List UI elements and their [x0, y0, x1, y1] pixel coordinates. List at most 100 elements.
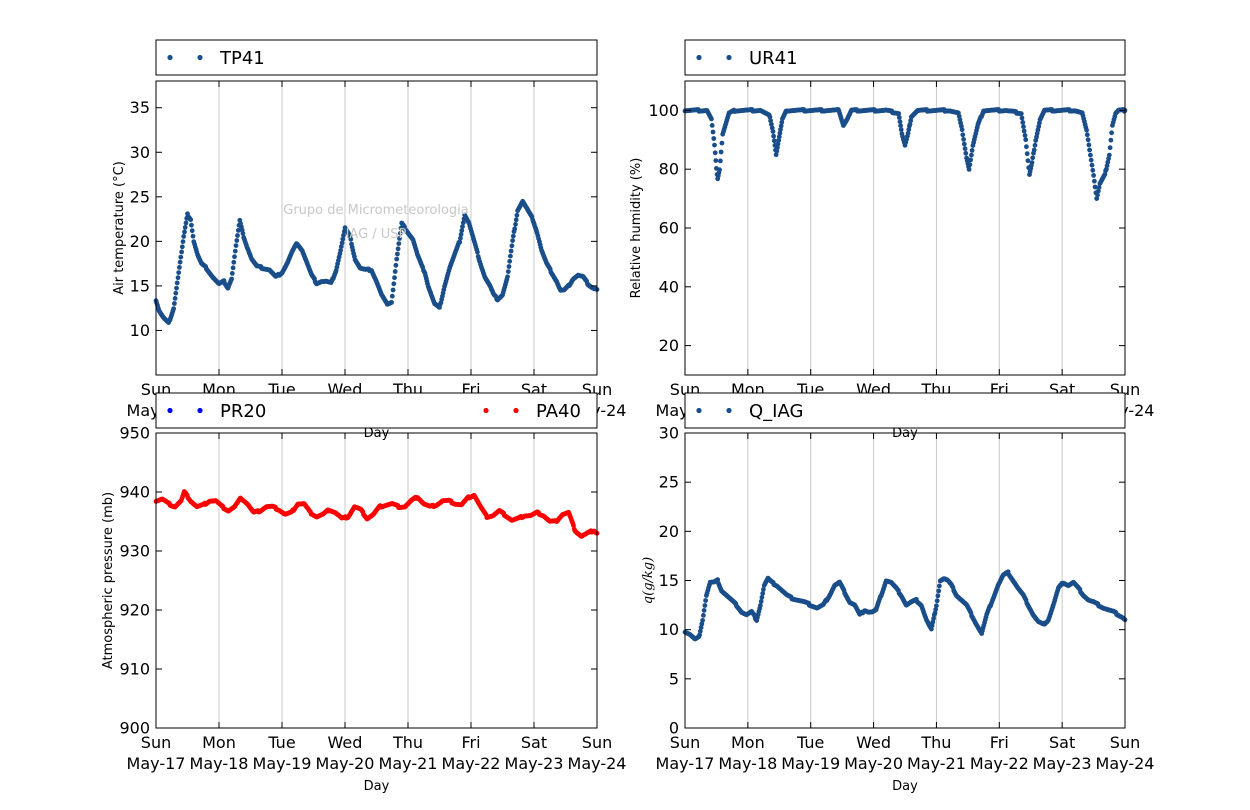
- legend-entry: PR20: [167, 401, 266, 422]
- data-point: [962, 146, 968, 152]
- data-point: [475, 249, 480, 255]
- data-point: [930, 619, 936, 625]
- data-point: [189, 222, 194, 228]
- x-tick-label-date: May-20: [316, 754, 375, 773]
- y-tick-label: 920: [119, 601, 150, 620]
- atmospheric-pressure-panel: 900 910 920 930 940 950 Sun May-17 Mon May-18 Tue M…: [101, 392, 626, 794]
- series-tp41: [153, 198, 600, 325]
- data-point: [773, 152, 779, 158]
- data-point: [229, 271, 235, 276]
- y-tick-label: 900: [119, 719, 150, 738]
- data-point: [235, 228, 241, 233]
- legend-marker: [197, 54, 203, 61]
- data-point: [961, 141, 967, 147]
- data-point: [760, 591, 766, 596]
- legend-label: UR41: [749, 48, 798, 69]
- data-point: [457, 239, 463, 245]
- data-point: [934, 603, 939, 609]
- data-point: [719, 140, 725, 146]
- data-point: [718, 149, 724, 155]
- data-point: [1090, 167, 1096, 173]
- data-point: [393, 262, 399, 268]
- data-point: [769, 125, 775, 131]
- data-point: [715, 577, 721, 583]
- data-point: [1023, 137, 1029, 143]
- x-tick-label-date: May-19: [781, 754, 840, 773]
- data-point: [338, 244, 344, 250]
- data-point: [758, 603, 763, 608]
- x-tick-label-date: May-19: [253, 754, 312, 773]
- y-axis-label: q(g/kg): [641, 557, 656, 604]
- data-point: [969, 152, 974, 158]
- data-point: [961, 137, 966, 142]
- data-point: [759, 595, 765, 600]
- y-tick-label: 5: [669, 669, 679, 688]
- x-tick-label-date: May-18: [718, 754, 777, 773]
- data-point: [1086, 142, 1092, 148]
- data-point: [908, 118, 914, 123]
- data-point: [969, 148, 975, 153]
- data-point: [389, 293, 395, 299]
- y-tick-label: 10: [659, 620, 679, 639]
- data-point: [460, 224, 465, 230]
- data-point: [510, 238, 515, 244]
- data-point: [505, 274, 510, 280]
- data-point: [697, 628, 703, 634]
- x-tick-label-day: Thu: [920, 733, 951, 752]
- data-point: [775, 145, 780, 150]
- y-tick-label: 10: [130, 321, 150, 340]
- data-point: [697, 632, 702, 638]
- data-point: [709, 123, 715, 128]
- data-point: [778, 123, 784, 129]
- data-point: [176, 270, 182, 275]
- data-point: [507, 258, 513, 264]
- data-point: [396, 241, 402, 247]
- legend-marker: [513, 407, 519, 414]
- specific-humidity-panel: 0 5 10 15 20 25 30 Sun May-17 Mon May-18 Tue May-19 W…: [641, 392, 1155, 794]
- data-point: [458, 235, 463, 241]
- data-point: [341, 232, 346, 238]
- data-point: [1095, 188, 1101, 194]
- data-point: [392, 269, 398, 274]
- x-tick-label-date: May-24: [1096, 754, 1155, 773]
- x-tick-label-date: May-22: [970, 754, 1029, 773]
- data-point: [182, 229, 187, 235]
- data-point: [509, 243, 515, 249]
- data-point: [458, 232, 464, 237]
- data-point: [767, 114, 773, 120]
- y-tick-label: 60: [659, 219, 679, 238]
- x-tick-label-day: Fri: [461, 733, 480, 752]
- data-point: [182, 225, 188, 230]
- legend-entry: Q_IAG: [696, 401, 803, 422]
- legend-marker: [167, 407, 173, 414]
- data-point: [709, 116, 714, 122]
- data-point: [235, 233, 240, 238]
- data-point: [703, 598, 708, 603]
- x-tick-label-day: Mon: [731, 733, 765, 752]
- legend-marker: [696, 54, 702, 61]
- data-point: [1092, 178, 1097, 184]
- y-tick-label: 910: [119, 660, 150, 679]
- data-point: [713, 158, 719, 164]
- data-point: [181, 234, 187, 239]
- data-point: [698, 625, 704, 630]
- data-point: [771, 138, 777, 144]
- data-point: [963, 150, 969, 156]
- data-point: [392, 275, 397, 281]
- y-tick-label: 950: [119, 424, 150, 443]
- x-tick-label-day: Tue: [267, 733, 295, 752]
- y-tick-label: 15: [130, 276, 150, 295]
- data-point: [898, 127, 904, 133]
- data-point: [230, 265, 236, 271]
- data-point: [1021, 124, 1026, 130]
- data-point: [513, 217, 519, 223]
- data-point: [173, 290, 179, 296]
- x-tick-label-day: Mon: [202, 733, 236, 752]
- data-point: [1018, 111, 1024, 117]
- data-point: [172, 296, 178, 301]
- x-tick-label-date: May-22: [442, 754, 501, 773]
- x-tick-label-date: May-17: [656, 754, 715, 773]
- data-point: [718, 158, 723, 164]
- legend-label: Q_IAG: [749, 401, 803, 422]
- data-point: [229, 276, 235, 282]
